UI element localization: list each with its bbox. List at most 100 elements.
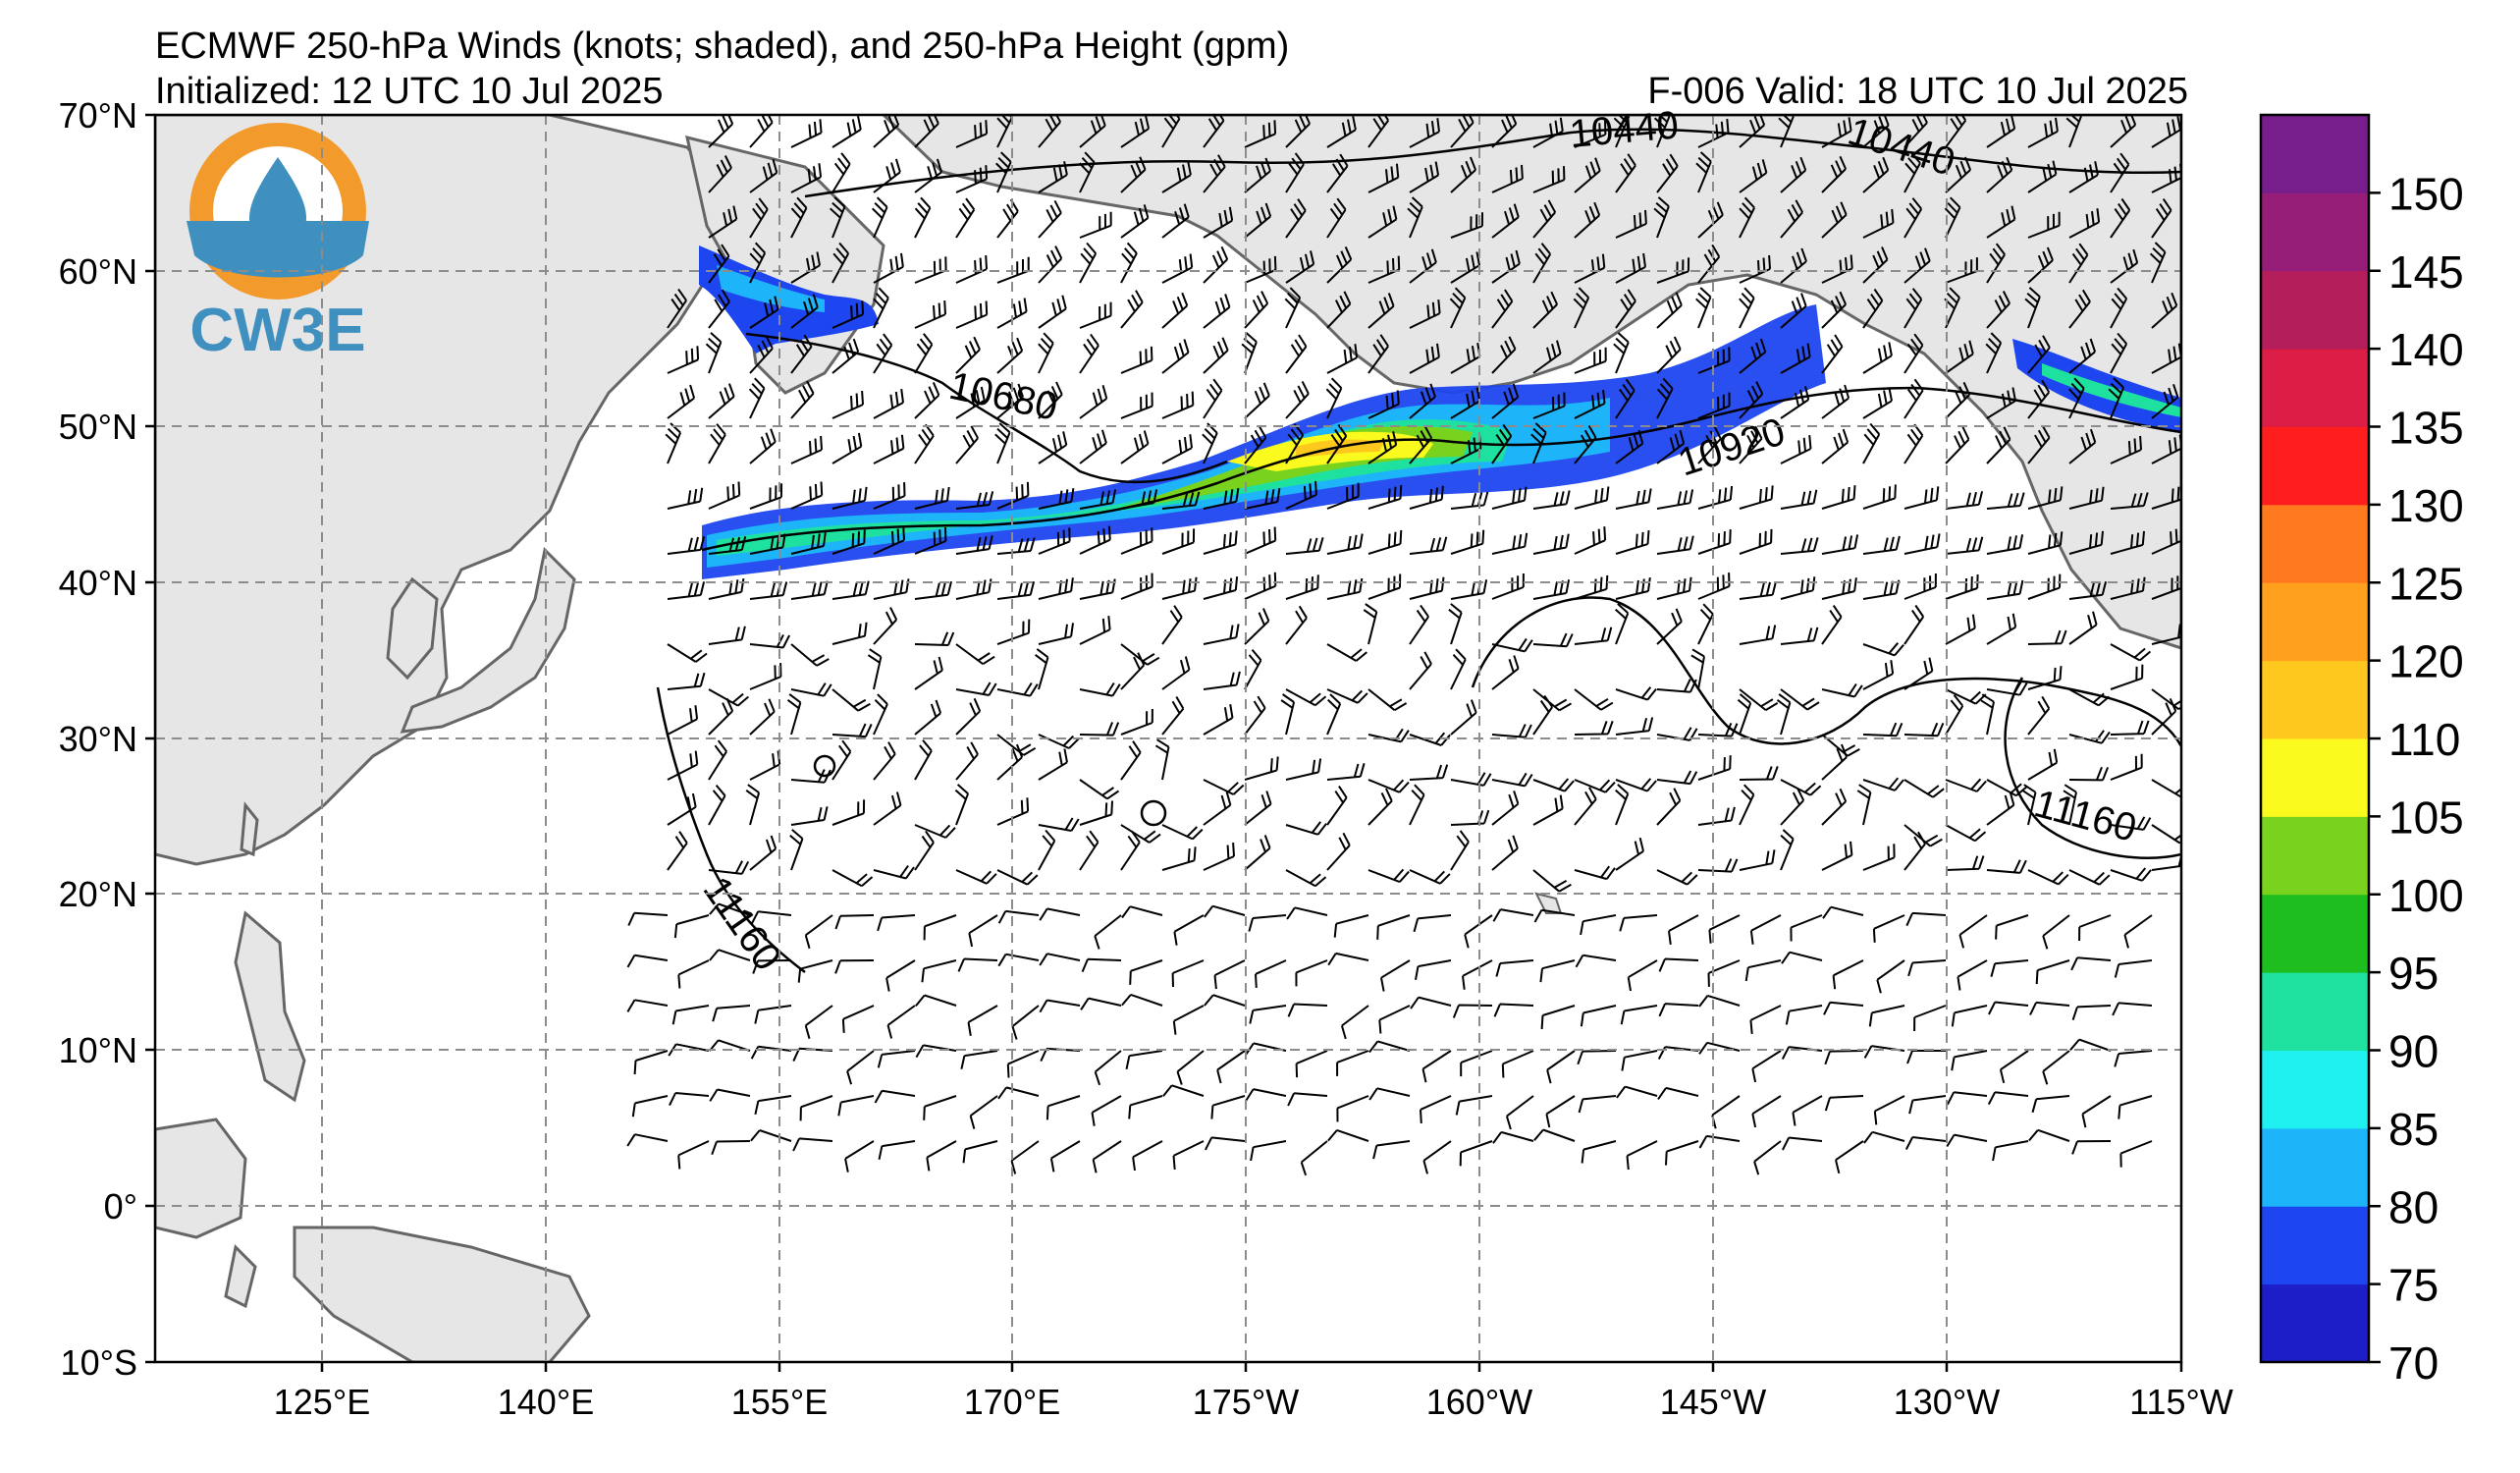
wind-barb (1821, 334, 1844, 374)
wind-barb (1244, 157, 1271, 193)
sulawesi-landmass (224, 1243, 257, 1309)
wind-barb (914, 631, 955, 646)
wind-barb (1821, 384, 1850, 419)
wind-barb (1120, 830, 1141, 871)
land-layer (155, 115, 2181, 1362)
wind-barb (1202, 422, 1218, 464)
wind-barb (2151, 198, 2172, 239)
wind-barb (1621, 1050, 1658, 1071)
wind-barb (2110, 664, 2144, 690)
wind-barb (749, 197, 769, 239)
wind-barb (1046, 1095, 1081, 1120)
wind-barb (831, 869, 874, 888)
wind-barb (1491, 637, 1533, 653)
height-contour-11160-west (656, 686, 806, 973)
wind-barb (1326, 693, 1342, 736)
wind-barb (1951, 1005, 1988, 1027)
wind-barb (831, 688, 871, 712)
wind-barb (1824, 1095, 1864, 1112)
wind-barb (1739, 196, 1755, 239)
wind-barb (1409, 161, 1440, 193)
wind-barb (1407, 196, 1423, 239)
wind-barb (1079, 682, 1121, 697)
korea-landmass (386, 576, 439, 681)
wind-barb (2151, 486, 2181, 510)
wind-barb (926, 1140, 957, 1172)
map-grid (155, 115, 2181, 1362)
wind-barb (1780, 343, 1811, 374)
wind-barb (914, 486, 950, 510)
wind-barb (708, 481, 741, 510)
wind-barb (1011, 1005, 1040, 1040)
wind-barb (955, 869, 997, 885)
wind-barb (1326, 344, 1359, 374)
wind-barb (1493, 1003, 1534, 1017)
wind-barb (1244, 487, 1281, 510)
wind-barb (1415, 959, 1452, 980)
wind-barb (955, 741, 979, 781)
wind-barb (1532, 199, 1557, 239)
wind-barb (1092, 1140, 1122, 1173)
wind-barb (1986, 492, 2025, 510)
wind-barb (873, 287, 889, 329)
wind-barb (1821, 743, 1849, 781)
wind-barb (1533, 1128, 1576, 1142)
wind-barb (2068, 208, 2101, 239)
wind-barb (2110, 753, 2143, 781)
wind-barb (1780, 627, 1819, 645)
wind-barb (2151, 526, 2181, 555)
wind-barb (754, 1095, 792, 1116)
wind-barb (1161, 161, 1192, 193)
wind-barb (709, 1088, 751, 1102)
wind-barb (1862, 288, 1884, 329)
cw3e-logo: CW3E (187, 123, 369, 364)
wind-barb (997, 909, 1040, 924)
wind-barb (1574, 865, 1616, 881)
wind-barb (1491, 772, 1533, 788)
wind-barb (1325, 377, 1343, 419)
wind-barb (1945, 115, 1967, 148)
wind-barb (1154, 738, 1170, 781)
wind-barb (1038, 527, 1071, 555)
wind-barb (1872, 914, 1905, 943)
wind-barb (1780, 688, 1820, 711)
wind-barb (878, 1140, 916, 1161)
wind-barb (1986, 859, 2027, 874)
wind-barb (831, 486, 868, 510)
wind-barb (957, 957, 998, 972)
wind-barb (1986, 291, 2011, 329)
wind-barb (996, 869, 1039, 886)
wind-barb (1905, 911, 1947, 927)
wind-barb (1367, 688, 1408, 712)
wind-barb (2042, 914, 2070, 950)
wind-barb (1986, 579, 2024, 600)
wind-barb (1244, 648, 1262, 690)
wind-barb (1038, 734, 1080, 749)
wind-barb (1491, 115, 1518, 148)
wind-barb (2110, 492, 2149, 510)
wind-barb (749, 115, 774, 148)
wind-barb (1038, 623, 1074, 645)
wind-barb (1326, 577, 1364, 600)
wind-barb (2108, 377, 2125, 419)
wind-barb (1450, 387, 1481, 419)
wind-barb (1203, 779, 1245, 795)
wind-barb (1203, 378, 1223, 419)
wind-barb (1241, 332, 1258, 374)
wind-barb (1326, 763, 1366, 781)
wind-barb (1491, 835, 1519, 871)
wind-barb (1532, 869, 1572, 893)
wind-barb (1863, 1130, 1905, 1144)
wind-barb (1285, 115, 1312, 148)
wind-barb (1409, 383, 1436, 419)
wind-barb (1656, 336, 1682, 374)
wind-barb (708, 383, 735, 419)
wind-barb (1615, 686, 1657, 701)
wind-barb (1462, 959, 1493, 990)
wind-barb (1285, 152, 1305, 193)
wind-barb (2110, 530, 2145, 555)
wind-barb (745, 784, 761, 826)
wind-barb (1409, 248, 1437, 284)
wind-barb (709, 902, 751, 916)
wind-barb (1945, 855, 1985, 871)
